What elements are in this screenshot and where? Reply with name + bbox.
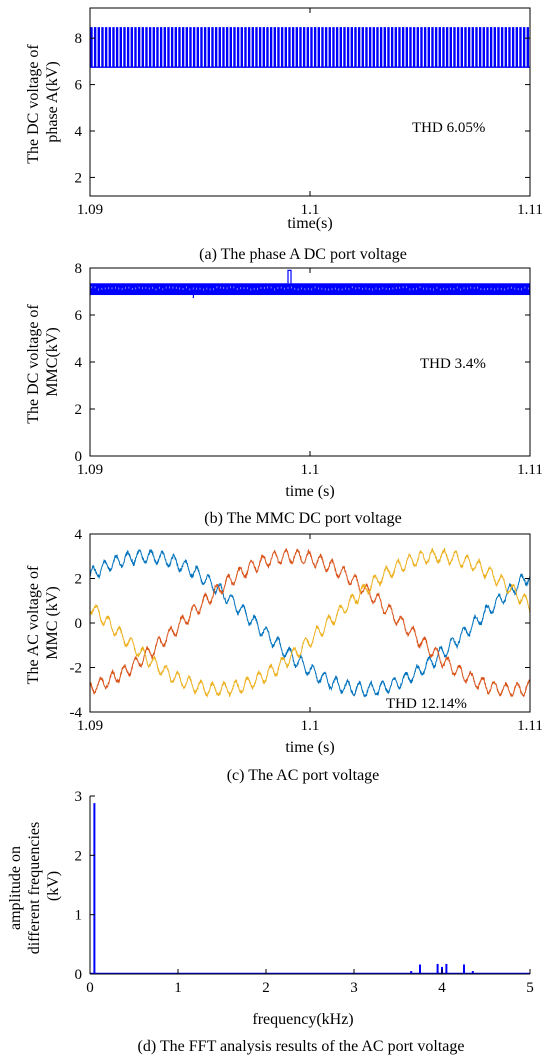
panel-c-plot-area [89, 547, 531, 698]
panel-a-x-axis-label: time(s) [287, 215, 332, 232]
panel-a-y-tick-label: 4 [75, 124, 83, 140]
panel-c-x-axis-label: time (s) [285, 739, 334, 756]
panel-a-x-tick-label: 1.09 [77, 202, 103, 218]
panel-d-y-label-line-2: different frequencies [26, 822, 43, 955]
panel-c-y-label-line-2: MMC (kV) [44, 586, 61, 659]
panel-b-y-axis-label: The DC voltage of MMC(kV) [25, 300, 61, 424]
panel-d-y-axis-label: amplitude on different frequencies (kV) [7, 818, 62, 955]
panel-d-y-label-line-3: (kV) [45, 871, 62, 901]
panel-b-series-band [90, 283, 530, 296]
panel-b-x-tick-label: 1.09 [77, 462, 103, 478]
panel-c-x-tick-label: 1.1 [301, 718, 320, 734]
panel-a-axes-box [89, 7, 531, 197]
panel-a-y-label-line-2: phase A(kV) [44, 61, 61, 142]
panel-b: 1.09 1.1 1.11 0 2 4 6 8 time (s) The DC voltag… [25, 261, 543, 527]
panel-d-caption: (d) The FFT analysis results of the AC p… [138, 1038, 465, 1055]
panel-b-x-ticks: 1.09 1.1 1.11 [77, 268, 543, 478]
panel-b-series-texture [91, 286, 529, 291]
panel-d-x-tick-label: 1 [174, 980, 182, 996]
panel-c-y-tick-label: 0 [75, 616, 83, 632]
panel-c-y-tick-label: 2 [75, 572, 83, 588]
panel-b-y-ticks: 0 2 4 6 8 [75, 261, 530, 465]
panel-b-x-axis-label: time (s) [285, 483, 334, 500]
panel-c-thd-annotation: THD 12.14% [386, 696, 467, 712]
panel-c-y-axis-label: The AC voltage of MMC (kV) [25, 562, 61, 685]
panel-c-series-2-line [89, 548, 531, 698]
panel-d-y-tick-label: 1 [75, 908, 83, 924]
panel-b-thd-annotation: THD 3.4% [420, 356, 486, 372]
panel-a: 1.09 1.1 1.11 2 4 6 8 time(s) The DC voltage … [25, 7, 543, 263]
panel-c-series-3-line [89, 547, 531, 698]
panel-a-y-axis-label: The DC voltage of phase A(kV) [25, 40, 61, 164]
panel-c-caption: (c) The AC port voltage [227, 767, 380, 784]
panel-b-y-label-line-1: The DC voltage of [25, 304, 42, 424]
panel-d-y-tick-label: 0 [75, 967, 83, 983]
panel-a-y-tick-label: 2 [75, 170, 83, 186]
panel-a-thd-annotation: THD 6.05% [412, 120, 485, 136]
panel-a-x-tick-label: 1.1 [301, 202, 320, 218]
panel-c: 1.09 1.1 1.11 -4 -2 0 2 4 time (s) The AC volt… [25, 527, 543, 784]
panel-b-y-tick-label: 8 [75, 261, 83, 277]
panel-a-x-ticks: 1.09 1.1 1.11 [77, 8, 543, 218]
panel-b-series-spike [287, 269, 292, 284]
panel-d-y-label-line-1: amplitude on [7, 846, 24, 930]
panel-a-plot-area [90, 27, 530, 68]
panel-c-y-tick-label: 4 [75, 527, 83, 543]
panel-a-caption: (a) The phase A DC port voltage [199, 246, 407, 263]
panel-c-y-tick-label: -4 [70, 705, 83, 721]
panel-d-x-tick-label: 4 [438, 980, 446, 996]
panel-b-x-tick-label: 1.11 [517, 462, 543, 478]
panel-c-y-label-line-1: The AC voltage of [25, 565, 42, 684]
panel-a-y-label-line-1: The DC voltage of [25, 44, 42, 164]
panel-a-y-tick-label: 6 [75, 78, 83, 94]
panel-d-x-ticks: 0 1 2 3 4 5 [86, 969, 534, 996]
panel-c-x-tick-label: 1.09 [77, 718, 103, 734]
panel-b-plot-area [90, 269, 530, 299]
panel-c-x-tick-label: 1.11 [517, 718, 543, 734]
panel-d-axes [89, 796, 530, 975]
panel-d-y-tick-label: 2 [75, 848, 83, 864]
panel-a-x-tick-label: 1.11 [517, 202, 543, 218]
panel-d-x-axis-label: frequency(kHz) [252, 1011, 353, 1028]
panel-d-x-tick-label: 5 [526, 980, 534, 996]
panel-b-y-tick-label: 4 [75, 355, 83, 371]
panel-d-y-tick-label: 3 [75, 789, 83, 805]
panel-b-caption: (b) The MMC DC port voltage [204, 510, 401, 527]
panel-c-y-tick-label: -2 [70, 661, 83, 677]
panel-d-y-ticks: 0 1 2 3 [75, 789, 95, 983]
panel-c-x-ticks: 1.09 1.1 1.11 [77, 534, 543, 734]
panel-d-x-tick-label: 0 [86, 980, 94, 996]
panel-b-y-label-line-2: MMC(kV) [44, 327, 61, 396]
panel-d-x-tick-label: 3 [350, 980, 358, 996]
panel-b-y-tick-label: 0 [75, 449, 83, 465]
panel-d-plot-area [90, 803, 530, 975]
panel-b-x-tick-label: 1.1 [301, 462, 320, 478]
panel-a-y-ticks: 2 4 6 8 [75, 31, 530, 186]
panel-c-series-1-line [89, 549, 531, 698]
panel-d-x-tick-label: 2 [262, 980, 270, 996]
panel-a-series-line [90, 27, 530, 68]
panel-d: 0 1 2 3 4 5 0 1 2 3 frequency(kHz) amplitude on … [7, 789, 534, 1055]
panel-a-y-tick-label: 8 [75, 31, 83, 47]
panel-c-y-ticks: -4 -2 0 2 4 [70, 527, 530, 721]
panel-b-y-tick-label: 6 [75, 308, 83, 324]
panel-b-y-tick-label: 2 [75, 402, 83, 418]
